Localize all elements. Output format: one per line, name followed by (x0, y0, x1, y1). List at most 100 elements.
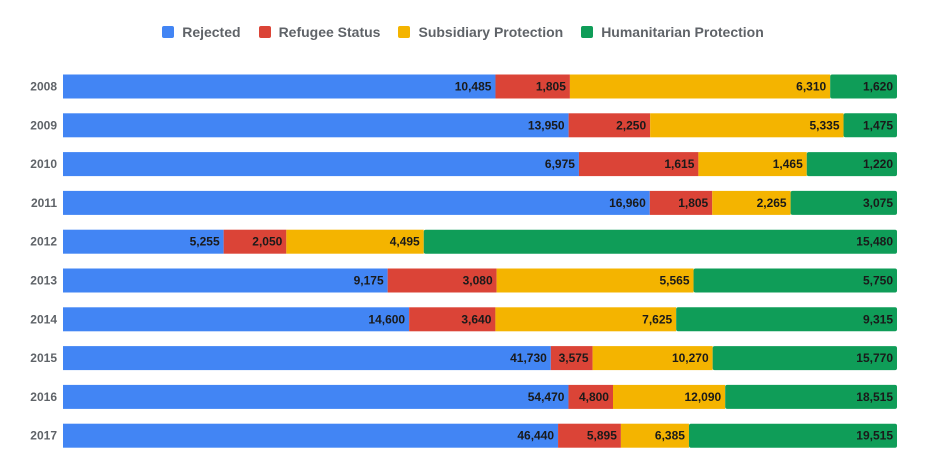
bar-subsidiary-protection-2014[interactable] (495, 307, 677, 332)
data-label-rejected-2012: 5,255 (190, 235, 220, 249)
legend-label-humanitarian-protection: Humanitarian Protection (601, 24, 764, 40)
data-label-subsidiary-protection-2012: 4,495 (390, 235, 420, 249)
data-label-humanitarian-protection-2013: 5,750 (863, 274, 893, 288)
data-label-refugee-status-2010: 1,615 (664, 157, 694, 171)
bar-humanitarian-protection-2014[interactable] (676, 307, 897, 332)
bar-subsidiary-protection-2008[interactable] (569, 74, 831, 99)
bar-rejected-2010[interactable] (63, 152, 579, 177)
legend-swatch-subsidiary-protection (398, 26, 411, 38)
bar-subsidiary-protection-2012[interactable] (286, 229, 424, 254)
bar-refugee-status-2011[interactable] (649, 190, 713, 215)
data-label-refugee-status-2017: 5,895 (587, 429, 617, 443)
legend-item-rejected[interactable]: Rejected (162, 24, 241, 40)
data-label-refugee-status-2011: 1,805 (678, 196, 708, 210)
legend-item-refugee-status[interactable]: Refugee Status (258, 24, 381, 40)
data-label-refugee-status-2009: 2,250 (616, 118, 646, 132)
bar-subsidiary-protection-2009[interactable] (650, 113, 844, 138)
data-label-subsidiary-protection-2010: 1,465 (773, 157, 803, 171)
bar-humanitarian-protection-2010[interactable] (806, 152, 897, 177)
legend-item-humanitarian-protection[interactable]: Humanitarian Protection (581, 24, 764, 40)
bar-refugee-status-2013[interactable] (387, 268, 497, 293)
bar-rejected-2011[interactable] (63, 190, 650, 215)
bar-rejected-2012[interactable] (63, 229, 224, 254)
data-label-subsidiary-protection-2016: 12,090 (684, 390, 721, 404)
data-label-rejected-2014: 14,600 (368, 312, 405, 326)
data-label-subsidiary-protection-2014: 7,625 (642, 312, 672, 326)
data-label-subsidiary-protection-2017: 6,385 (655, 429, 685, 443)
data-label-subsidiary-protection-2008: 6,310 (796, 80, 826, 94)
bar-humanitarian-protection-2016[interactable] (725, 384, 897, 409)
data-label-subsidiary-protection-2009: 5,335 (810, 118, 840, 132)
data-label-rejected-2011: 16,960 (609, 196, 646, 210)
bar-rejected-2009[interactable] (63, 113, 569, 138)
bar-subsidiary-protection-2016[interactable] (612, 384, 726, 409)
bar-humanitarian-protection-2008[interactable] (830, 74, 897, 99)
bar-humanitarian-protection-2011[interactable] (790, 190, 897, 215)
data-label-refugee-status-2013: 3,080 (463, 274, 493, 288)
bar-rejected-2013[interactable] (63, 268, 388, 293)
bar-humanitarian-protection-2013[interactable] (693, 268, 897, 293)
legend-swatch-rejected (162, 26, 175, 38)
data-label-refugee-status-2016: 4,800 (579, 390, 609, 404)
data-label-refugee-status-2012: 2,050 (252, 235, 282, 249)
data-label-rejected-2013: 9,175 (354, 274, 384, 288)
data-label-humanitarian-protection-2016: 18,515 (856, 390, 893, 404)
data-label-rejected-2009: 13,950 (528, 118, 565, 132)
bar-rejected-2008[interactable] (63, 74, 496, 99)
data-label-subsidiary-protection-2013: 5,565 (660, 274, 690, 288)
data-label-rejected-2010: 6,975 (545, 157, 575, 171)
data-label-humanitarian-protection-2010: 1,220 (863, 157, 893, 171)
legend-swatch-refugee-status (258, 26, 271, 38)
legend-swatch-humanitarian-protection (581, 26, 594, 38)
data-label-humanitarian-protection-2008: 1,620 (863, 80, 893, 94)
category-label-2009: 2009 (30, 118, 57, 132)
bar-rejected-2017[interactable] (63, 423, 559, 448)
bar-refugee-status-2010[interactable] (578, 152, 699, 177)
chart-legend: Rejected Refugee Status Subsidiary Prote… (0, 22, 926, 42)
category-label-2014: 2014 (30, 312, 57, 326)
data-label-rejected-2017: 46,440 (517, 429, 554, 443)
bar-humanitarian-protection-2017[interactable] (688, 423, 897, 448)
category-label-2017: 2017 (30, 429, 57, 443)
legend-label-subsidiary-protection: Subsidiary Protection (418, 24, 564, 40)
legend-item-subsidiary-protection[interactable]: Subsidiary Protection (398, 24, 563, 40)
category-label-2011: 2011 (31, 196, 57, 210)
bar-rejected-2016[interactable] (63, 384, 569, 409)
data-label-refugee-status-2008: 1,805 (536, 80, 566, 94)
bar-subsidiary-protection-2017[interactable] (620, 423, 689, 448)
data-label-humanitarian-protection-2015: 15,770 (856, 351, 893, 365)
bar-subsidiary-protection-2015[interactable] (592, 346, 713, 371)
data-label-subsidiary-protection-2011: 2,265 (757, 196, 787, 210)
bar-humanitarian-protection-2009[interactable] (843, 113, 897, 138)
data-label-humanitarian-protection-2011: 3,075 (863, 196, 893, 210)
bar-subsidiary-protection-2010[interactable] (698, 152, 807, 177)
legend-label-rejected: Rejected (182, 24, 241, 40)
data-label-humanitarian-protection-2012: 15,480 (856, 235, 893, 249)
bar-refugee-status-2014[interactable] (409, 307, 496, 332)
bar-subsidiary-protection-2011[interactable] (712, 190, 791, 215)
bar-refugee-status-2016[interactable] (568, 384, 613, 409)
category-label-2015: 2015 (30, 351, 57, 365)
legend-label-refugee-status: Refugee Status (278, 24, 381, 40)
data-label-rejected-2016: 54,470 (528, 390, 565, 404)
data-label-rejected-2015: 41,730 (510, 351, 547, 365)
bar-refugee-status-2015[interactable] (550, 346, 593, 371)
data-label-humanitarian-protection-2017: 19,515 (856, 429, 893, 443)
bar-humanitarian-protection-2012[interactable] (423, 229, 897, 254)
data-label-refugee-status-2015: 3,575 (559, 351, 589, 365)
data-label-refugee-status-2014: 3,640 (461, 312, 491, 326)
category-label-2016: 2016 (30, 390, 57, 404)
bar-subsidiary-protection-2013[interactable] (496, 268, 694, 293)
data-label-humanitarian-protection-2014: 9,315 (863, 312, 893, 326)
bar-rejected-2014[interactable] (63, 307, 410, 332)
bar-refugee-status-2008[interactable] (495, 74, 570, 99)
bar-rejected-2015[interactable] (63, 346, 551, 371)
bar-refugee-status-2009[interactable] (568, 113, 651, 138)
data-label-subsidiary-protection-2015: 10,270 (672, 351, 709, 365)
data-label-humanitarian-protection-2009: 1,475 (863, 118, 893, 132)
bar-refugee-status-2017[interactable] (558, 423, 621, 448)
category-label-2008: 2008 (30, 80, 57, 94)
bar-refugee-status-2012[interactable] (223, 229, 287, 254)
bar-humanitarian-protection-2015[interactable] (712, 346, 897, 371)
